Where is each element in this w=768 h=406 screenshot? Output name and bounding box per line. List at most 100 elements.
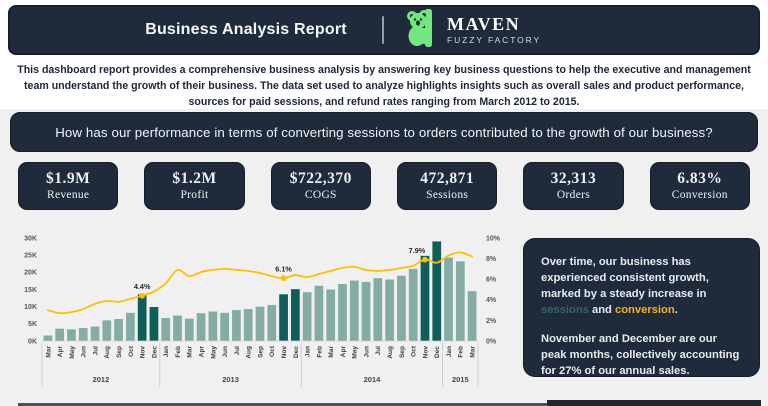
bar-9-dec <box>149 307 159 341</box>
brand-text: MAVEN FUZZY FACTORY <box>447 15 541 45</box>
month-label: Jan <box>446 346 453 357</box>
sessions-conversion-chart: 0K 5K 10K 15K 20K 25K 30K 0% 2% 4% 6% 8% 10% 2012 2013… <box>24 235 501 387</box>
koala-icon <box>404 8 438 53</box>
month-label: Dec <box>293 346 300 358</box>
conversion-keyword: conversion <box>615 304 675 317</box>
bar-35-feb <box>455 261 465 341</box>
month-label: Dec <box>151 346 158 358</box>
month-label: Feb <box>175 346 182 358</box>
bar-1-apr <box>55 328 65 341</box>
callout-label: 6.1% <box>275 265 292 274</box>
kpi-card-profit: $1.2M Profit <box>144 162 245 210</box>
left-axis-tick: 25K <box>24 253 37 260</box>
report-description: This dashboard report provides a compreh… <box>17 64 751 108</box>
month-label: Nov <box>140 346 147 359</box>
bar-36-mar <box>467 291 477 341</box>
bar-16-jul <box>232 310 241 341</box>
sessions-keyword: sessions <box>541 304 589 317</box>
month-label: May <box>210 346 217 359</box>
header-divider <box>382 16 384 44</box>
month-label: Sep <box>116 346 123 358</box>
brand-subtitle: FUZZY FACTORY <box>447 35 542 46</box>
kpi-value: $722,370 <box>289 169 352 187</box>
month-label: Sep <box>257 346 264 358</box>
month-label: Oct <box>128 345 135 357</box>
brand-logo: MAVEN FUZZY FACTORY <box>404 8 541 53</box>
bar-3-jun <box>78 327 88 341</box>
year-label-2013: 2013 <box>222 375 239 384</box>
year-label-2012: 2012 <box>93 375 110 384</box>
bar-7-oct <box>126 312 135 341</box>
bar-34-jan <box>444 257 453 341</box>
bar-32-nov <box>420 255 430 341</box>
month-label: Aug <box>246 346 253 359</box>
month-label: Feb <box>316 346 323 358</box>
left-axis-tick: 0K <box>28 338 37 345</box>
bar-33-dec <box>432 241 442 341</box>
description-band: This dashboard report provides a compreh… <box>0 57 768 109</box>
month-label: Jul <box>234 346 241 356</box>
page-title: Business Analysis Report <box>145 21 347 38</box>
kpi-label: Revenue <box>46 189 90 202</box>
month-label: Jul <box>375 346 382 356</box>
right-axis-tick: 10% <box>486 235 501 242</box>
right-axis-tick: 6% <box>486 277 497 284</box>
insight-paragraph-1: Over time, our business has experienced … <box>541 256 709 317</box>
chart-area: 0K 5K 10K 15K 20K 25K 30K 0% 2% 4% 6% 8% 10% 2012 2013… <box>12 230 512 398</box>
kpi-value: $1.2M <box>172 169 217 187</box>
kpi-card-cogs: $722,370 COGS <box>270 162 371 210</box>
month-label: Jul <box>92 346 99 356</box>
kpi-label: Conversion <box>671 189 728 202</box>
bar-6-sep <box>114 319 123 341</box>
bar-0-mar <box>43 335 53 341</box>
month-label: Aug <box>104 346 111 359</box>
bar-14-may <box>208 311 218 341</box>
bar-2-may <box>67 329 76 341</box>
year-label-2014: 2014 <box>364 375 382 384</box>
left-axis-tick: 10K <box>24 304 37 311</box>
left-axis-tick: 20K <box>24 270 37 277</box>
kpi-value: 32,313 <box>550 169 597 187</box>
kpi-value: $1.9M <box>46 169 91 187</box>
callout-label: 4.4% <box>134 282 151 291</box>
bar-27-jun <box>361 281 371 341</box>
month-label: Mar <box>328 346 335 358</box>
report-header: Business Analysis Report <box>8 5 760 55</box>
month-label: Sep <box>399 346 406 358</box>
kpi-card-sessions: 472,871 Sessions <box>396 162 498 210</box>
month-label: Apr <box>57 346 64 358</box>
month-label: Apr <box>198 346 205 358</box>
kpi-card-conversion: 6.83% Conversion <box>649 162 750 210</box>
right-axis-tick: 4% <box>486 297 497 304</box>
month-label: May <box>352 346 359 359</box>
kpi-label: Profit <box>180 189 209 202</box>
conversion-line <box>46 251 474 315</box>
month-label: Dec <box>434 346 441 358</box>
kpi-value: 472,871 <box>420 169 475 187</box>
insight-paragraph-2: November and December are our peak month… <box>541 333 740 378</box>
bar-23-feb <box>314 285 324 341</box>
month-label: Jan <box>305 346 312 357</box>
business-question-banner: How has our performance in terms of conv… <box>10 112 758 152</box>
cutoff-bottom-strip-right <box>547 400 761 406</box>
bar-15-jun <box>220 312 230 341</box>
bar-29-aug <box>385 279 394 341</box>
bar-30-sep <box>397 275 406 341</box>
callout-dot <box>139 292 146 299</box>
cutoff-bottom-strip-left <box>18 403 547 406</box>
bar-28-jul <box>373 278 383 341</box>
bar-17-aug <box>243 309 253 341</box>
month-label: May <box>69 346 76 359</box>
month-label: Oct <box>269 345 276 357</box>
bar-18-sep <box>255 306 265 341</box>
month-label: Oct <box>411 345 418 357</box>
left-axis-tick: 15K <box>24 287 37 294</box>
kpi-label: COGS <box>304 189 337 202</box>
bar-21-dec <box>290 289 300 341</box>
kpi-card-revenue: $1.9M Revenue <box>18 162 119 210</box>
bar-19-oct <box>267 304 277 341</box>
month-label: Nov <box>281 346 288 359</box>
year-label-2015: 2015 <box>452 375 469 384</box>
bar-24-mar <box>326 289 336 341</box>
bar-11-feb <box>173 315 182 341</box>
